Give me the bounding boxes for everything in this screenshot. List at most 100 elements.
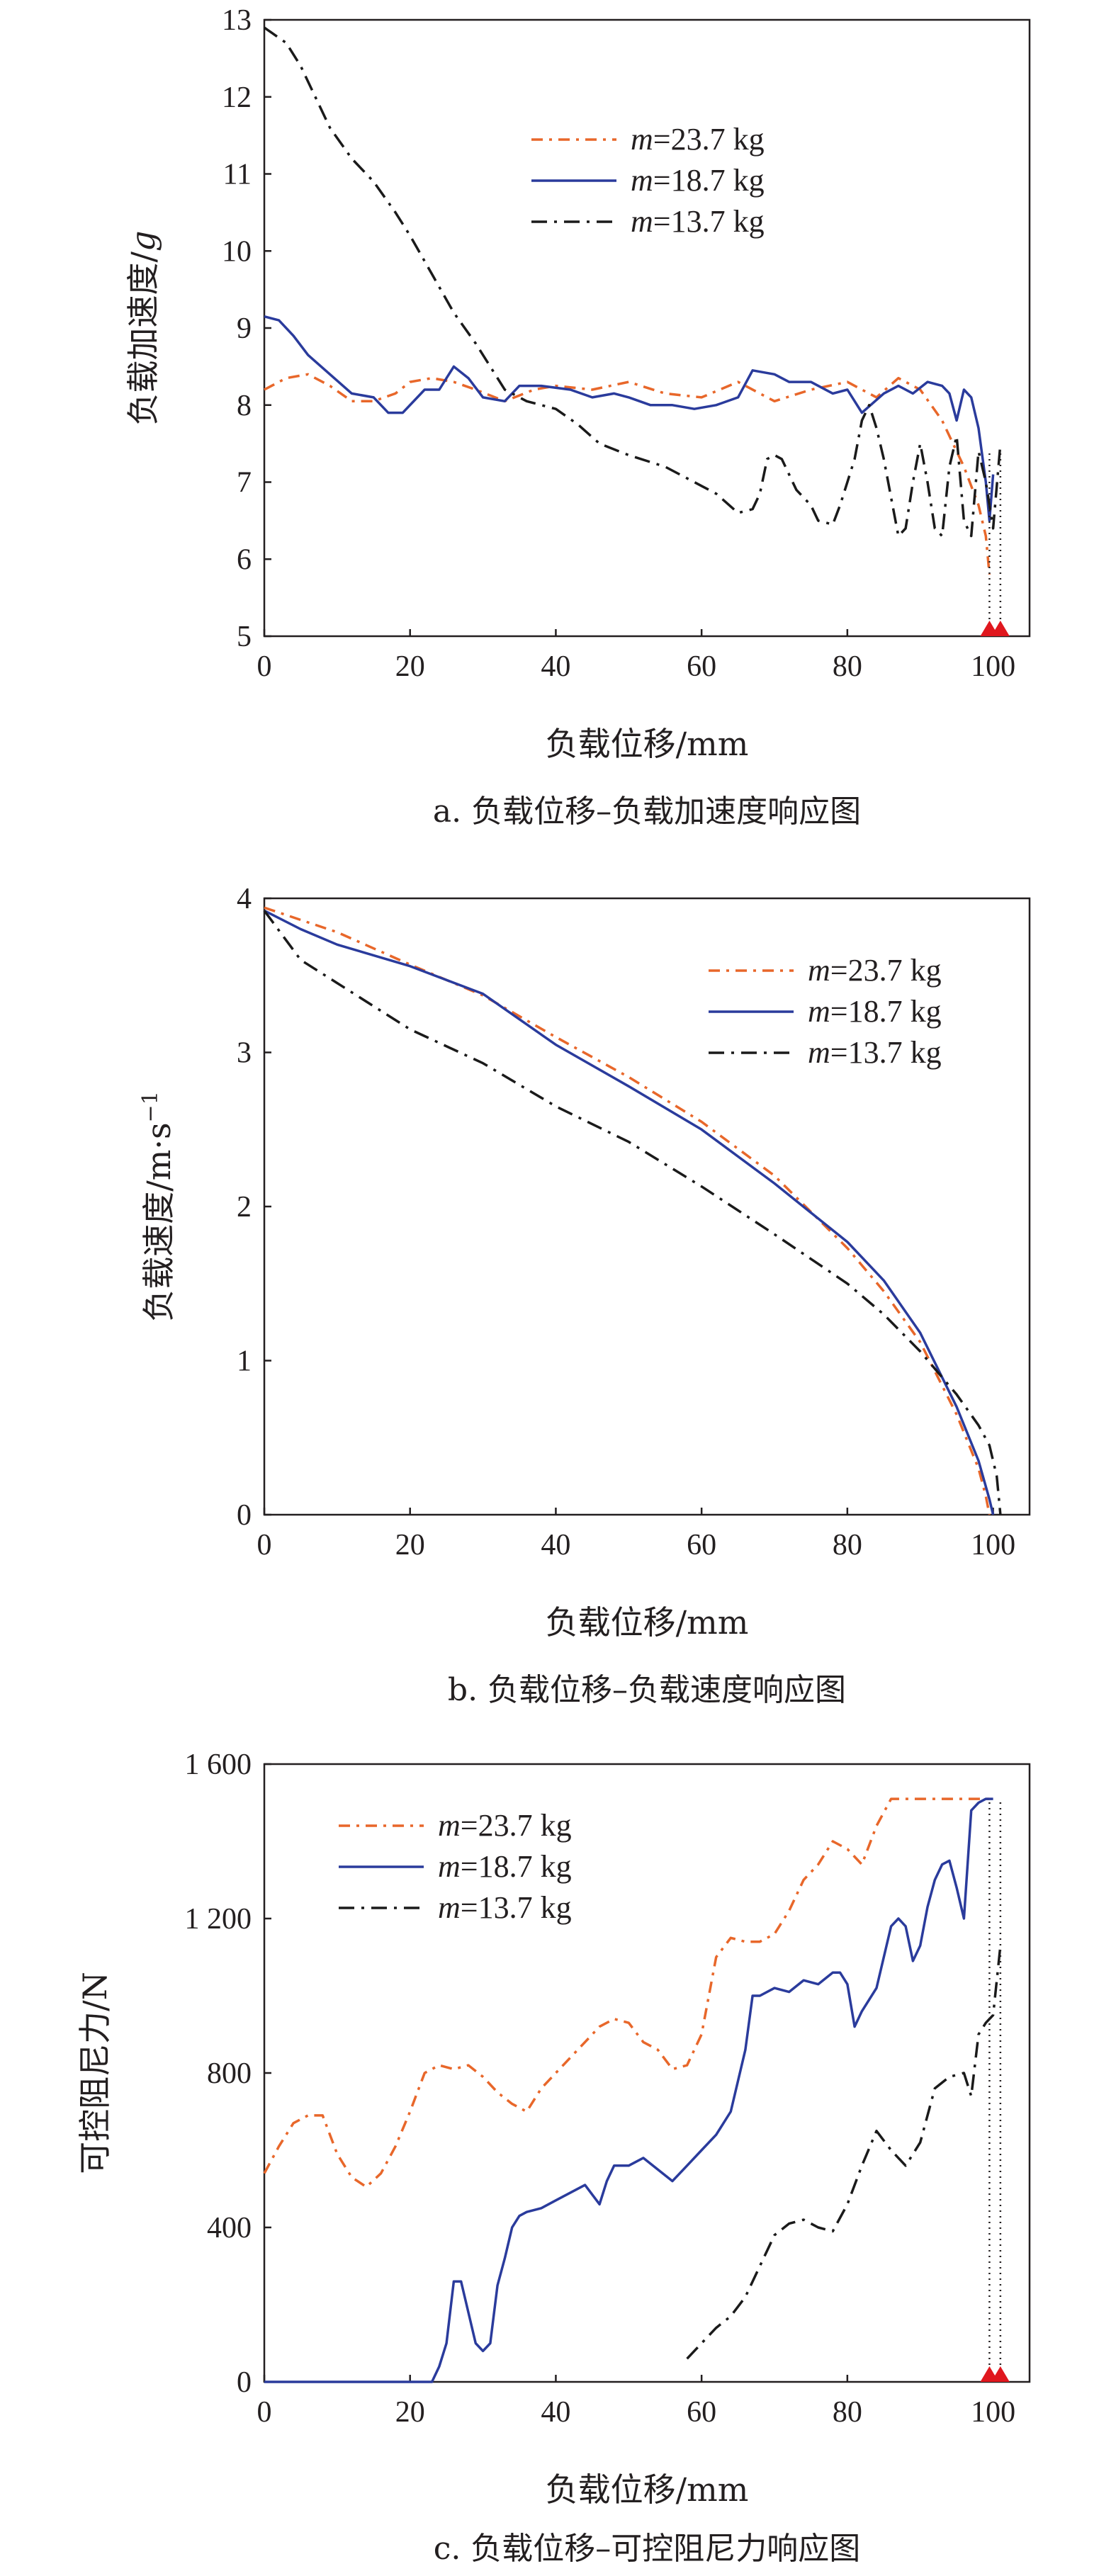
plot-frame	[263, 897, 1031, 1516]
plot-frame	[263, 1763, 1031, 2383]
legend: m=23.7 kgm=18.7 kgm=13.7 kg	[339, 1808, 572, 1925]
series-lines	[263, 1797, 1002, 2383]
x-tick-label: 40	[541, 650, 570, 683]
series-line-m23_7	[263, 1797, 990, 2188]
caption-c: c. 负载位移–可控阻尼力响应图	[434, 2531, 861, 2567]
x-tick-label: 80	[833, 2396, 862, 2429]
x-tick-label: 80	[833, 1529, 862, 1561]
x-tick-labels: 0 20 40 60 80 100	[257, 2375, 1015, 2429]
x-tick-label: 0	[257, 1529, 272, 1561]
legend-label-value: =13.7 kg	[653, 204, 765, 239]
y-tick-label: 800	[207, 2057, 252, 2090]
legend-label-value: =18.7 kg	[830, 994, 942, 1029]
x-tick-label: 100	[971, 2396, 1015, 2429]
series-line-m18_7	[264, 1797, 993, 2383]
legend-label-m13_7: m=13.7 kg	[808, 1035, 942, 1070]
x-tick-label: 60	[687, 650, 716, 683]
x-axis-title: 负载位移/mm	[546, 2470, 749, 2509]
y-tick-label: 10	[222, 235, 252, 268]
legend-label-value: =13.7 kg	[830, 1035, 942, 1070]
x-tick-label: 40	[541, 2396, 570, 2429]
y-tick-label: 5	[237, 621, 252, 653]
legend-label-italic: m	[631, 204, 653, 239]
caption-b: b. 负载位移–负载速度响应图	[448, 1672, 846, 1708]
x-tick-label: 80	[833, 650, 862, 683]
y-tick-labels: 0 400 800 1 200 1 600	[185, 1749, 271, 2399]
legend-label-m23_7: m=23.7 kg	[631, 122, 765, 157]
x-tick-label: 60	[687, 2396, 716, 2429]
legend-label-italic: m	[631, 122, 653, 157]
y-tick-label: 1	[237, 1345, 252, 1378]
legend-label-value: =23.7 kg	[653, 122, 765, 157]
x-tick-label: 20	[395, 2396, 425, 2429]
legend-label-m18_7: m=18.7 kg	[631, 163, 765, 198]
y-tick-label: 2	[237, 1191, 252, 1224]
y-tick-label: 1 600	[185, 1749, 252, 1781]
y-axis-title: 可控阻尼力/N	[76, 1972, 114, 2174]
legend-label-m23_7: m=23.7 kg	[808, 953, 942, 988]
end-markers	[980, 1799, 1010, 2382]
legend-label-italic: m	[631, 163, 653, 198]
x-axis-title: 负载位移/mm	[546, 725, 749, 763]
y-tick-label: 6	[237, 543, 252, 576]
y-tick-label: 13	[222, 4, 252, 37]
legend-label-m13_7: m=13.7 kg	[438, 1890, 572, 1925]
y-tick-label: 0	[237, 2366, 252, 2399]
y-axis-title: 负载加速度/g	[124, 231, 162, 426]
y-axis-title-unit: g	[124, 231, 162, 252]
end-markers	[980, 451, 1010, 636]
y-tick-label: 1 200	[185, 1903, 252, 1936]
x-tick-label: 0	[257, 650, 272, 683]
y-axis-title-prefix: 可控阻尼力/N	[76, 1972, 114, 2174]
y-axis-title: 负载速度/m·s−1	[138, 1091, 178, 1322]
legend-label-m18_7: m=18.7 kg	[438, 1849, 572, 1884]
legend-label-m18_7: m=18.7 kg	[808, 994, 942, 1029]
legend: m=23.7 kgm=18.7 kgm=13.7 kg	[531, 122, 765, 239]
y-tick-label: 0	[237, 1499, 252, 1532]
legend-label-italic: m	[438, 1890, 461, 1925]
legend: m=23.7 kgm=18.7 kgm=13.7 kg	[709, 953, 942, 1070]
y-tick-label: 4	[237, 883, 252, 915]
legend-label-value: =23.7 kg	[461, 1808, 572, 1843]
series-line-m18_7	[264, 315, 995, 522]
legend-label-value: =18.7 kg	[461, 1849, 572, 1884]
y-tick-label: 400	[207, 2212, 252, 2244]
x-tick-labels: 0 20 40 60 80 100	[257, 629, 1015, 683]
x-tick-label: 40	[541, 1529, 570, 1561]
legend-label-italic: m	[808, 994, 830, 1029]
series-lines	[263, 26, 1002, 575]
y-axis-title-prefix: 负载速度/m·s	[140, 1122, 178, 1321]
y-tick-label: 12	[222, 81, 252, 114]
x-tick-label: 60	[687, 1529, 716, 1561]
legend-label-value: =18.7 kg	[653, 163, 765, 198]
series-line-m13_7	[686, 1945, 1002, 2360]
series-line-m13_7	[263, 26, 1002, 538]
legend-label-italic: m	[808, 953, 830, 988]
legend-label-value: =13.7 kg	[461, 1890, 572, 1925]
y-tick-label: 3	[237, 1037, 252, 1070]
legend-label-value: =23.7 kg	[830, 953, 942, 988]
series-line-m23_7	[264, 373, 991, 575]
plot-frame	[263, 18, 1031, 638]
x-tick-label: 100	[971, 650, 1015, 683]
y-axis-title-prefix: 负载加速度/	[124, 251, 162, 425]
y-tick-labels: 5 6 7 8 9 10 11 12 13	[222, 4, 271, 653]
x-tick-label: 0	[257, 2396, 272, 2429]
x-tick-label: 100	[971, 1529, 1015, 1561]
series-lines	[263, 906, 1002, 1515]
series-line-m13_7	[263, 910, 1002, 1515]
legend-label-italic: m	[808, 1035, 830, 1070]
x-tick-label: 20	[395, 1529, 425, 1561]
end-marker-triangle	[991, 2366, 1010, 2382]
y-tick-label: 8	[237, 390, 252, 422]
y-tick-label: 11	[223, 159, 252, 191]
y-axis-title-exponent: −1	[138, 1091, 163, 1122]
end-marker-triangle	[991, 621, 1010, 636]
y-tick-labels: 0 1 2 3 4	[237, 883, 271, 1532]
x-axis-title: 负载位移/mm	[546, 1603, 749, 1642]
x-tick-label: 20	[395, 650, 425, 683]
legend-label-italic: m	[438, 1849, 461, 1884]
